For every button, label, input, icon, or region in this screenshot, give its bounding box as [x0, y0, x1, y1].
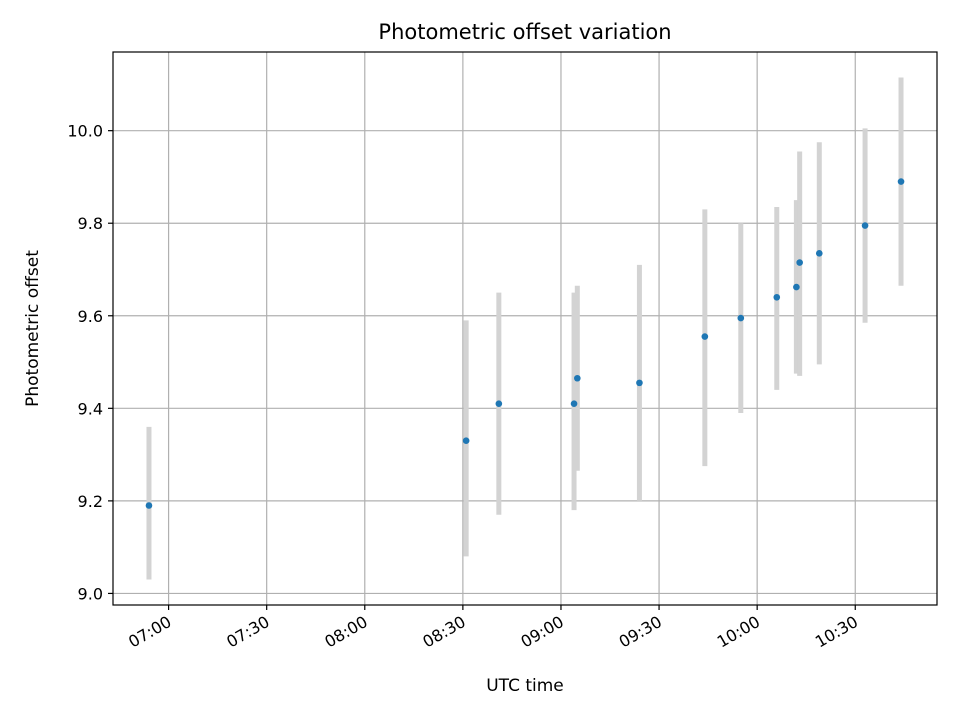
- data-point: [570, 400, 578, 407]
- data-point: [773, 293, 781, 301]
- data-point: [145, 502, 153, 509]
- data-point: [815, 250, 823, 257]
- data-point: [793, 283, 800, 291]
- data-point: [495, 400, 503, 407]
- data-point: [796, 259, 803, 266]
- x-tick-label: 09:30: [616, 612, 665, 652]
- y-ticks: 9.0 9.2 9.4 9.6 9.8 10.0: [67, 122, 113, 603]
- x-tick-label: 07:00: [125, 612, 174, 652]
- x-tick-label: 10:00: [714, 612, 763, 652]
- data-point: [861, 222, 869, 229]
- x-tick-label: 09:00: [518, 612, 567, 652]
- data-point: [701, 333, 709, 340]
- data-point: [462, 437, 470, 445]
- x-tick-label: 10:30: [812, 612, 861, 652]
- data-points: [145, 178, 905, 509]
- y-tick-label: 9.4: [78, 399, 103, 418]
- y-tick-label: 9.0: [78, 584, 103, 603]
- data-point: [897, 178, 905, 185]
- x-tick-label: 08:30: [419, 612, 468, 652]
- data-point: [737, 314, 745, 322]
- data-point: [636, 379, 643, 387]
- plot-frame: [112, 51, 938, 606]
- y-tick-label: 9.6: [78, 307, 103, 326]
- x-ticks: 07:00 07:30 08:00 08:30 09:00 09:30 10:00 10:30: [125, 605, 861, 652]
- error-bars: [146, 77, 904, 580]
- data-point: [574, 374, 581, 382]
- x-tick-label: 08:00: [321, 612, 370, 652]
- y-axis-label: Photometric offset: [23, 250, 43, 407]
- x-axis-label: UTC time: [486, 676, 564, 696]
- chart-title: Photometric offset variation: [378, 20, 671, 44]
- y-tick-label: 9.2: [78, 492, 103, 511]
- y-tick-label: 9.8: [78, 214, 103, 233]
- grid: [113, 52, 937, 605]
- y-tick-label: 10.0: [67, 122, 103, 141]
- x-tick-label: 07:30: [223, 612, 272, 652]
